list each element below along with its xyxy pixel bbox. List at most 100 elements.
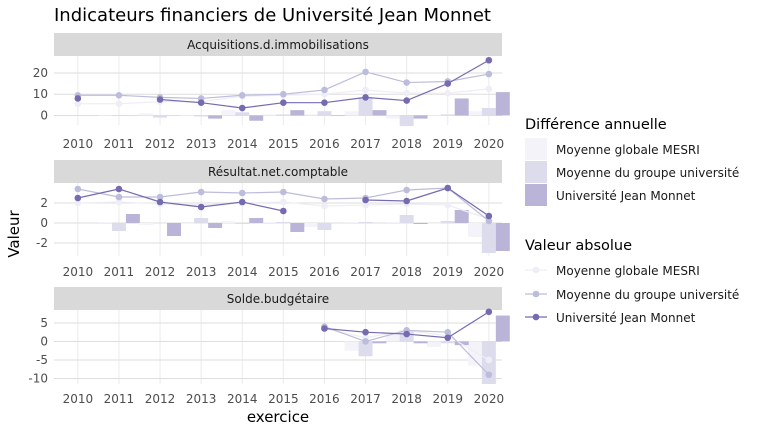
x-tick-label: 2011 xyxy=(104,392,135,406)
point xyxy=(238,91,246,99)
bar xyxy=(413,223,428,224)
series-line-segment xyxy=(447,59,490,85)
point xyxy=(321,195,328,203)
series-line-segment xyxy=(447,311,490,339)
series-line-segment xyxy=(77,188,120,199)
x-tick-label: 2020 xyxy=(474,392,505,406)
facet-strip xyxy=(54,33,502,56)
x-tick-label: 2014 xyxy=(227,392,258,406)
point xyxy=(156,96,164,103)
x-tick-label: 2010 xyxy=(63,265,94,279)
series-line-segment xyxy=(118,201,161,205)
point xyxy=(403,330,410,338)
point xyxy=(197,188,205,196)
bar xyxy=(303,223,318,227)
point xyxy=(115,91,123,99)
bar xyxy=(358,222,373,223)
point xyxy=(444,184,452,192)
point xyxy=(115,198,123,206)
x-tick-label: 2017 xyxy=(350,392,381,406)
bar xyxy=(97,222,112,223)
bar xyxy=(454,341,469,346)
series-line-segment xyxy=(365,329,407,343)
bar xyxy=(372,110,387,116)
bar xyxy=(180,115,195,116)
bar xyxy=(372,341,387,344)
point xyxy=(115,185,123,193)
series-line-segment xyxy=(159,201,202,208)
series-line-segment xyxy=(118,101,161,105)
x-tick-label: 2013 xyxy=(186,137,217,151)
bar xyxy=(413,341,428,344)
bar xyxy=(262,114,277,116)
legend-point-key xyxy=(532,266,540,274)
bar xyxy=(276,114,291,116)
series-line-segment xyxy=(118,188,161,203)
series-line-segment xyxy=(201,201,243,208)
point xyxy=(362,196,369,204)
series-line-segment xyxy=(242,201,284,204)
series-line-segment xyxy=(406,203,448,206)
x-tick-label: 2018 xyxy=(391,392,422,406)
series-line-segment xyxy=(406,80,448,84)
facet-title: Résultat.net.comptable xyxy=(208,165,348,179)
bar xyxy=(139,113,154,116)
bar xyxy=(344,111,359,116)
bar xyxy=(111,115,126,116)
point xyxy=(403,89,410,97)
series-line-segment xyxy=(324,71,366,91)
point xyxy=(403,79,410,86)
series-line-segment xyxy=(406,329,448,337)
point xyxy=(74,185,82,193)
bar xyxy=(440,114,455,116)
series-line-segment xyxy=(160,96,202,100)
legend-lines-title: Valeur absolue xyxy=(525,238,632,254)
bar xyxy=(290,110,305,116)
point xyxy=(403,186,410,194)
bar xyxy=(180,223,195,224)
series-line-segment xyxy=(283,201,325,207)
series-line-segment xyxy=(283,93,325,96)
bar xyxy=(495,223,510,251)
point xyxy=(485,70,493,78)
series-line-segment xyxy=(365,189,407,199)
legend-line-label: Université Jean Monnet xyxy=(556,311,696,325)
bar xyxy=(153,115,168,118)
series-line-segment xyxy=(406,333,448,339)
legend-line-label: Moyenne globale MESRI xyxy=(556,264,700,278)
bar xyxy=(194,115,209,117)
bar xyxy=(208,115,223,119)
facet-strip xyxy=(54,160,502,183)
series-line-segment xyxy=(406,329,448,333)
bar xyxy=(249,115,264,121)
facet-title: Acquisitions.d.immobilisations xyxy=(187,38,369,52)
point xyxy=(403,97,410,104)
series-line-segment xyxy=(365,331,407,335)
bar xyxy=(467,223,482,237)
series-line-segment xyxy=(365,199,407,202)
facet-title: Solde.budgétaire xyxy=(227,292,329,306)
series-line-segment xyxy=(365,203,407,206)
x-tick-label: 2011 xyxy=(104,137,135,151)
point xyxy=(74,199,82,207)
bar xyxy=(290,223,305,232)
x-tick-label: 2013 xyxy=(186,265,217,279)
y-tick-label: -2 xyxy=(36,236,48,250)
point xyxy=(444,201,452,209)
facet-strip xyxy=(54,287,502,310)
bar xyxy=(426,223,441,224)
series-line-segment xyxy=(406,83,448,102)
bar xyxy=(344,222,359,223)
series-line-segment xyxy=(242,102,284,109)
legend-bars-title: Différence annuelle xyxy=(525,117,667,133)
legend-bar-key xyxy=(525,138,547,160)
bar xyxy=(385,115,400,119)
bar xyxy=(481,223,496,253)
series-line-segment xyxy=(324,96,366,104)
x-tick-label: 2016 xyxy=(309,265,340,279)
point xyxy=(362,201,369,209)
y-tick-label: 2 xyxy=(40,196,48,210)
y-tick-label: 0 xyxy=(40,216,48,230)
x-tick-label: 2015 xyxy=(268,137,299,151)
